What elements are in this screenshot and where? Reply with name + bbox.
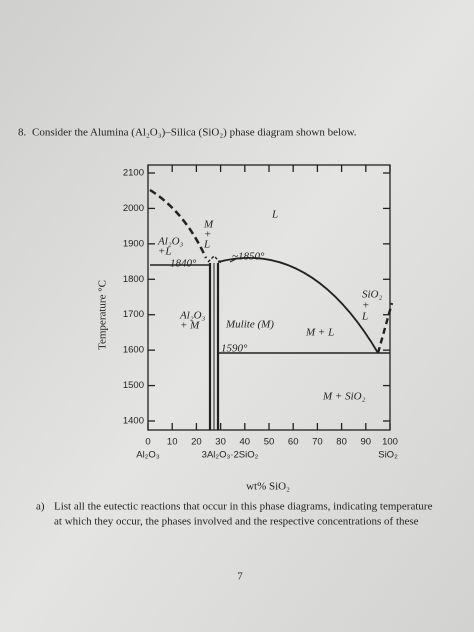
region-label: 1840° — [170, 258, 197, 270]
region-label: Al₂O₃ — [179, 310, 206, 322]
x-tick-label: 70 — [312, 437, 323, 448]
y-tick-label: 1600 — [123, 345, 144, 356]
end-label: Al₂O₃ — [136, 450, 160, 461]
question-number: 8. — [18, 127, 27, 139]
y-axis-label: Temperature °C — [97, 280, 109, 350]
region-label: +L — [158, 246, 172, 258]
x-axis-label: wt% SiO₂ — [246, 481, 290, 493]
question-text: Consider the Alumina (Al₂O₃)–Silica (SiO… — [32, 127, 357, 139]
part-text: at which they occur, the phases involved… — [54, 516, 419, 528]
region-label: M + SiO₂ — [322, 391, 366, 403]
y-tick-label: 1800 — [123, 274, 144, 285]
x-tick-label: 20 — [191, 437, 202, 448]
pointer — [229, 257, 239, 263]
x-tick-label: 40 — [240, 437, 251, 448]
region-label: + — [204, 229, 211, 241]
y-tick-label: 1500 — [123, 380, 144, 391]
y-tick-label: 1900 — [123, 238, 144, 249]
region-label: SiO₂ — [362, 289, 383, 301]
x-tick-label: 60 — [288, 437, 299, 448]
x-tick-label: 30 — [215, 437, 226, 448]
region-label: 1590° — [221, 343, 248, 355]
y-tick-label: 1700 — [123, 309, 144, 320]
region-label: Al₂O₃ — [157, 236, 184, 248]
end-label: SiO₂ — [378, 450, 398, 461]
part-label: a) — [36, 501, 45, 513]
end-label: 3Al₂O₃·2SiO₂ — [202, 450, 259, 461]
region-label: L — [361, 311, 368, 323]
region-label: ~1850° — [232, 251, 265, 263]
region-label: + M — [180, 320, 200, 332]
x-tick-label: 0 — [145, 437, 150, 448]
liquidus-alumina — [149, 188, 208, 259]
x-tick-label: 90 — [361, 437, 372, 448]
y-tick-label: 2000 — [123, 203, 144, 214]
liquidus-mullite — [217, 257, 379, 354]
x-tick-label: 50 — [264, 437, 275, 448]
region-label: M + L — [305, 327, 334, 339]
region-label: + — [362, 300, 369, 312]
region-label: M — [203, 219, 214, 231]
x-tick-label: 10 — [167, 437, 178, 448]
x-tick-label: 80 — [336, 437, 347, 448]
page-number: 7 — [237, 571, 243, 583]
x-tick-label: 100 — [382, 437, 398, 448]
y-tick-label: 1400 — [123, 416, 144, 427]
y-tick-label: 2100 — [123, 168, 144, 179]
region-label: Mulite (M) — [225, 319, 274, 331]
region-label: L — [271, 209, 278, 221]
liquidus-silica — [376, 302, 394, 354]
region-label: L — [203, 239, 210, 251]
part-text: List all the eutectic reactions that occ… — [54, 501, 433, 513]
